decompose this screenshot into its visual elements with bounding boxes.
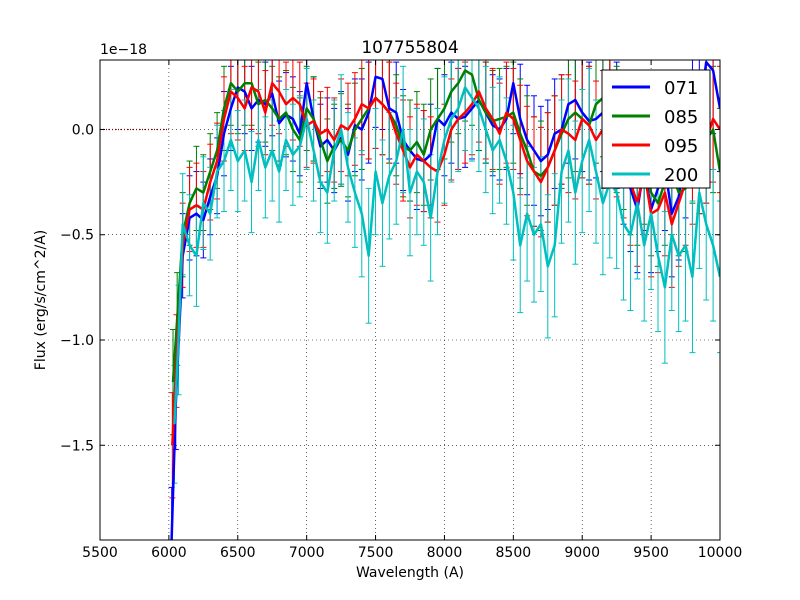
legend-label-071: 071: [664, 78, 698, 99]
y-tick-label: 0.0: [72, 122, 94, 138]
y-tick-label: −1.5: [60, 438, 94, 454]
x-tick-label: 6500: [220, 545, 256, 561]
x-tick-label: 7500: [358, 545, 394, 561]
legend-box: [601, 69, 711, 189]
y-tick-label: −0.5: [60, 228, 94, 244]
y-axis-label: Flux (erg/s/cm^2/A): [33, 230, 49, 370]
x-tick-label: 9500: [633, 545, 669, 561]
x-tick-label: 10000: [698, 545, 743, 561]
x-tick-label: 8000: [427, 545, 463, 561]
chart-title: 107755804: [361, 38, 458, 58]
legend-label-085: 085: [664, 107, 698, 128]
x-axis-ticks: 5500 6000 6500 7000 7500 8000 8500 9000 9500 1000…: [82, 60, 742, 561]
x-tick-label: 5500: [82, 545, 118, 561]
legend-label-095: 095: [664, 136, 698, 157]
legend-label-200: 200: [664, 165, 698, 186]
legend: 071 085 095 200: [601, 69, 711, 189]
x-tick-label: 9000: [564, 545, 600, 561]
y-axis-ticks: 0.0 −0.5 −1.0 −1.5: [60, 122, 720, 454]
x-tick-label: 6000: [151, 545, 187, 561]
y-tick-label: −1.0: [60, 333, 94, 349]
x-tick-label: 7000: [289, 545, 325, 561]
x-axis-label: Wavelength (A): [356, 565, 464, 581]
plot-frame: [99, 59, 721, 541]
x-tick-label: 8500: [496, 545, 532, 561]
y-axis-offset-label: 1e−18: [100, 42, 147, 58]
series-line-200: [173, 86, 720, 425]
